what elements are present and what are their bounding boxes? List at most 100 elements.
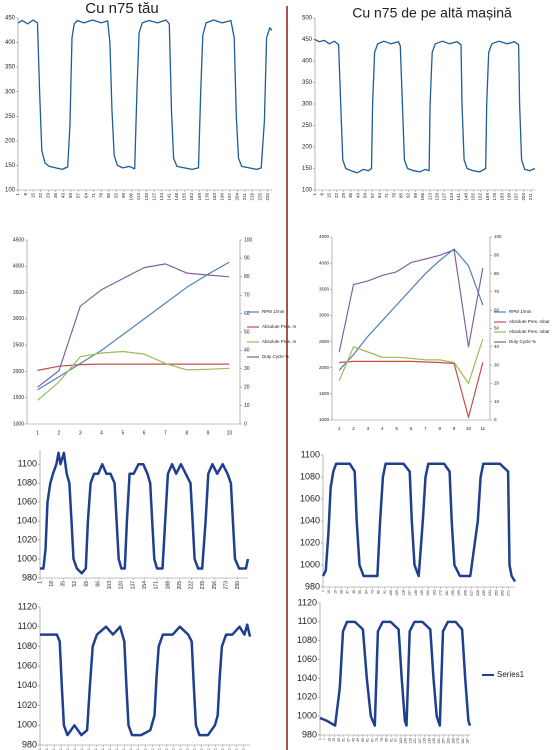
- y2-tick-label: 70: [494, 289, 500, 294]
- legend-label: Absolute Pres. m: [262, 339, 297, 344]
- x-tick-label: 57: [370, 193, 375, 199]
- x-tick-label: 1: [312, 193, 317, 196]
- x-tick-label: 181: [461, 738, 465, 744]
- y-tick-label: 1000: [17, 720, 37, 730]
- x-tick-label: 50: [363, 193, 368, 199]
- series-line: [338, 248, 484, 371]
- x-tick-label: 35: [61, 581, 67, 587]
- series-line: [338, 249, 484, 353]
- x-tick-label: 57: [76, 193, 81, 199]
- x-tick-label: 8: [23, 193, 28, 196]
- x-tick-label: 197: [227, 193, 232, 201]
- x-tick-label: 169: [197, 193, 202, 201]
- x-tick-label: 73: [370, 590, 374, 594]
- x-tick-label: 92: [114, 193, 119, 199]
- y-tick-label: 1040: [17, 680, 37, 690]
- y-tick-label: 4500: [13, 237, 24, 243]
- x-tick-label: 211: [242, 193, 247, 201]
- x-tick-label: 256: [212, 581, 218, 590]
- x-tick-label: 61: [366, 738, 370, 742]
- y-tick-label: 1100: [18, 459, 37, 469]
- x-tick-label: 2: [58, 430, 61, 436]
- x-tick-label: 79: [380, 738, 384, 742]
- x-tick-label: 21: [52, 748, 56, 750]
- x-tick-label: 64: [364, 590, 368, 594]
- x-tick-label: 197: [514, 193, 519, 201]
- y-tick-label: 1120: [298, 597, 317, 607]
- x-tick-label: 118: [401, 590, 405, 596]
- x-tick-label: 154: [142, 581, 148, 590]
- y-tick-label: 1100: [18, 621, 37, 631]
- x-tick-label: 61: [80, 748, 84, 750]
- series-line: [40, 623, 252, 737]
- x-tick-label: 222: [189, 581, 195, 590]
- x-tick-label: 52: [72, 581, 78, 587]
- x-tick-label: 134: [449, 193, 454, 201]
- series-line: [314, 38, 536, 174]
- y-tick-label: 2000: [13, 369, 24, 375]
- y-tick-label: 1080: [17, 641, 37, 651]
- x-tick-label: 162: [478, 193, 483, 201]
- x-tick-label: 5: [121, 430, 124, 436]
- x-tick-label: 10: [327, 590, 331, 594]
- y-tick-label: 100: [5, 188, 16, 194]
- x-tick-label: 161: [150, 748, 154, 750]
- x-tick-label: 281: [235, 748, 239, 750]
- series-line: [37, 263, 230, 388]
- x-tick-label: 85: [106, 193, 111, 199]
- x-tick-label: 97: [394, 738, 398, 742]
- y-tick-label: 4500: [319, 234, 330, 239]
- x-tick-label: 99: [413, 193, 418, 199]
- x-tick-label: 101: [108, 748, 112, 750]
- y-tick-label: 450: [5, 16, 16, 22]
- x-tick-label: 1: [37, 581, 43, 584]
- y2-tick-label: 10: [244, 403, 250, 409]
- x-tick-label: 136: [414, 590, 418, 596]
- x-tick-label: 187: [466, 738, 470, 744]
- x-tick-label: 19: [333, 590, 337, 594]
- x-tick-label: 120: [144, 193, 149, 201]
- y-tick-label: 500: [302, 16, 313, 22]
- x-tick-label: 91: [389, 738, 393, 742]
- x-tick-label: 290: [235, 581, 241, 590]
- x-tick-label: 251: [214, 748, 218, 750]
- y-tick-label: 150: [5, 163, 16, 169]
- x-tick-label: 271: [507, 590, 511, 596]
- y-tick-label: 350: [302, 80, 313, 86]
- x-tick-label: 50: [68, 193, 73, 199]
- x-tick-label: 154: [426, 590, 430, 596]
- x-tick-label: 109: [404, 738, 408, 744]
- x-tick-label: 29: [341, 193, 346, 199]
- x-tick-label: 67: [370, 738, 374, 742]
- x-tick-label: 36: [348, 193, 353, 199]
- series-line: [338, 338, 484, 384]
- x-tick-label: 127: [442, 193, 447, 201]
- y-tick-label: 1060: [297, 654, 317, 664]
- x-tick-label: 91: [101, 748, 105, 750]
- x-tick-label: 43: [61, 193, 66, 199]
- x-tick-label: 204: [235, 193, 240, 201]
- x-tick-label: 145: [420, 590, 424, 596]
- x-tick-label: 4: [100, 430, 103, 436]
- y2-tick-label: 30: [494, 362, 500, 367]
- y-tick-label: 350: [5, 65, 16, 71]
- y-tick-label: 250: [302, 123, 313, 129]
- x-tick-label: 155: [182, 193, 187, 201]
- y-tick-label: 400: [5, 40, 16, 46]
- x-tick-label: 127: [151, 193, 156, 201]
- x-tick-label: 253: [494, 590, 498, 596]
- series-line: [339, 360, 484, 418]
- x-tick-label: 106: [129, 193, 134, 201]
- legend-label: Absolute Pres. m: [262, 324, 297, 329]
- x-tick-label: 169: [485, 193, 490, 201]
- x-tick-label: 262: [501, 590, 505, 596]
- x-tick-label: 226: [476, 590, 480, 596]
- x-tick-label: 71: [91, 193, 96, 199]
- x-tick-label: 139: [427, 738, 431, 744]
- y-tick-label: 300: [302, 102, 313, 108]
- y-tick-label: 300: [5, 89, 16, 95]
- x-tick-label: 69: [84, 581, 90, 587]
- x-tick-label: 1: [15, 193, 20, 196]
- x-tick-label: 13: [327, 738, 331, 742]
